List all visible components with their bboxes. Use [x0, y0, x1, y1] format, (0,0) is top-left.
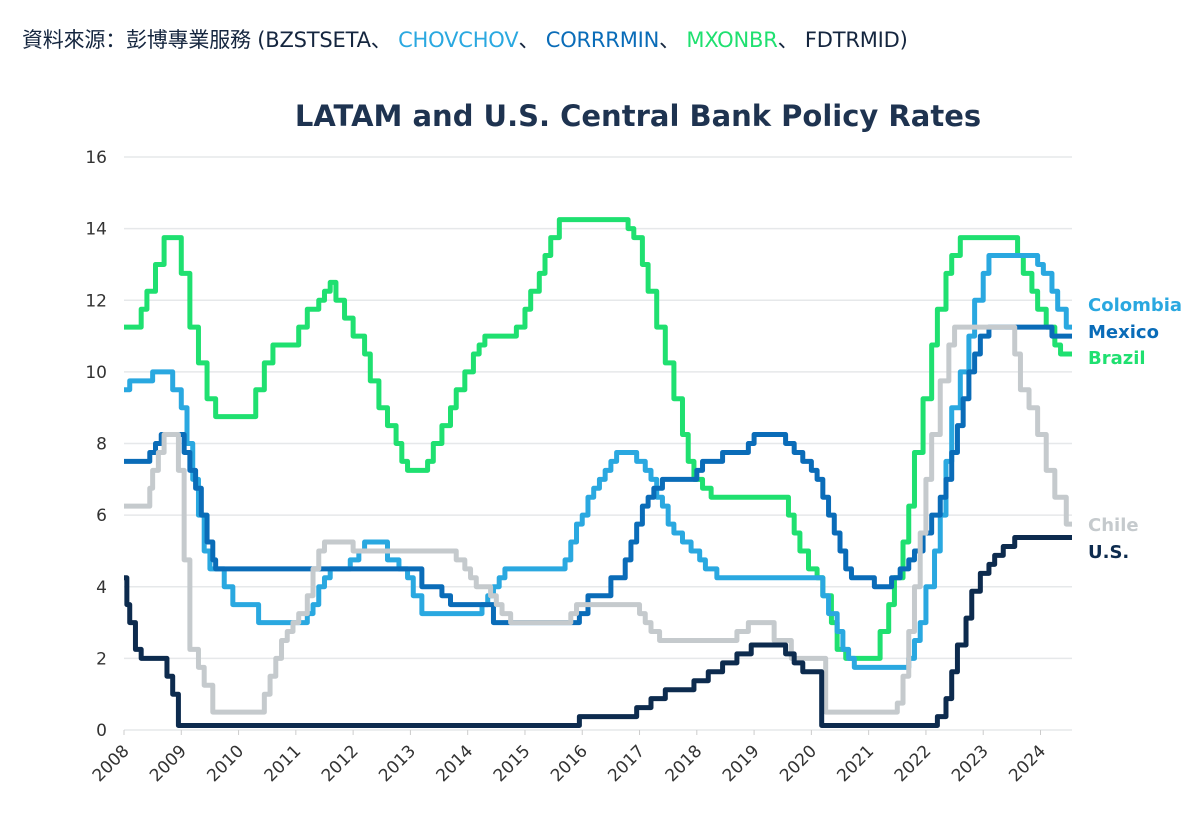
y-tick-label: 10: [85, 363, 107, 383]
x-tick-label: 2014: [432, 741, 477, 786]
legend: Colombia Mexico Brazil Chile U.S.: [1088, 295, 1182, 563]
x-tick-label: 2013: [375, 741, 420, 786]
x-axis-ticks: 2008 2009 2010 2011 2012 2013 2014 2015 2016 2017…: [89, 730, 1050, 786]
source-code: FDTRMID: [804, 28, 900, 52]
x-tick-label: 2022: [891, 741, 936, 786]
x-tick-label: 2008: [89, 741, 134, 786]
y-tick-label: 0: [96, 721, 107, 741]
source-prefix: 資料來源：彭博專業服務 (: [22, 28, 266, 52]
y-tick-label: 12: [85, 291, 107, 311]
x-tick-label: 2009: [146, 741, 191, 786]
source-code: BZSTSETA: [265, 28, 371, 52]
x-tick-label: 2023: [948, 741, 993, 786]
legend-mexico: Mexico: [1088, 322, 1159, 343]
series-lines: [124, 217, 1072, 729]
y-axis-ticks: 0 2 4 6 8 10 12 14 16: [85, 148, 107, 741]
series-line-mexico: [124, 324, 1072, 626]
series-line-colombia: [124, 252, 1072, 670]
source-separator: 、: [659, 28, 687, 52]
source-code: MXONBR: [686, 28, 778, 52]
source-separator: 、: [370, 28, 399, 52]
x-tick-label: 2018: [662, 741, 707, 786]
x-tick-label: 2016: [547, 741, 592, 786]
x-tick-label: 2010: [203, 741, 248, 786]
x-tick-label: 2021: [833, 741, 878, 786]
x-tick-label: 2011: [261, 741, 306, 786]
data-source-line: 資料來源：彭博專業服務 (BZSTSETA、 CHOVCHOV、 CORRRMI…: [22, 24, 908, 54]
source-code: CHOVCHOV: [398, 28, 519, 52]
source-separator: 、: [518, 28, 546, 52]
x-tick-label: 2019: [719, 741, 764, 786]
x-tick-label: 2020: [776, 741, 821, 786]
legend-colombia: Colombia: [1088, 295, 1182, 316]
source-separator: 、: [777, 28, 805, 52]
series-line-us: [124, 535, 1072, 729]
y-tick-label: 6: [96, 506, 107, 526]
legend-us: U.S.: [1088, 542, 1129, 563]
source-suffix: ): [899, 28, 908, 52]
x-tick-label: 2015: [490, 741, 535, 786]
y-tick-label: 14: [85, 220, 107, 240]
chart-title: LATAM and U.S. Central Bank Policy Rates: [295, 99, 981, 133]
y-tick-label: 4: [96, 578, 107, 598]
x-tick-label: 2017: [604, 741, 649, 786]
legend-brazil: Brazil: [1088, 348, 1146, 369]
legend-chile: Chile: [1088, 515, 1139, 536]
y-tick-label: 8: [96, 435, 107, 455]
x-tick-label: 2024: [1005, 741, 1050, 786]
y-tick-label: 2: [96, 649, 107, 669]
source-code: CORRRMIN: [545, 28, 660, 52]
y-tick-label: 16: [85, 148, 107, 168]
x-tick-label: 2012: [318, 741, 363, 786]
series-line-brazil: [124, 217, 1072, 661]
series-line-chile: [124, 324, 1072, 715]
